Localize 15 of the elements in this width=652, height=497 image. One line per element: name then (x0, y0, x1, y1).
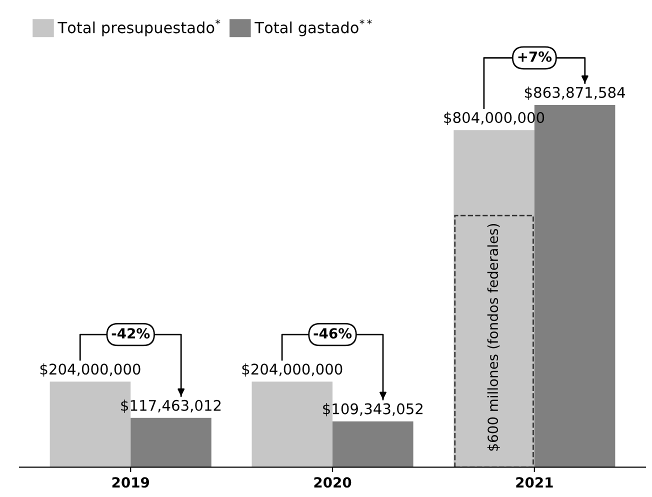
annotation: $600 millones (fondos federales) (487, 224, 500, 451)
x-tick-label: 2021 (516, 477, 553, 488)
annotation: -42% (112, 328, 150, 339)
x-tick-label: 2019 (112, 477, 150, 488)
data-label: $204,000,000 (242, 363, 342, 377)
annotation: -46% (314, 328, 352, 339)
data-label: $117,463,012 (121, 400, 221, 413)
x-tick-label: 2020 (314, 477, 352, 488)
legend-label: Total gastado$^{**}$ (254, 19, 372, 36)
data-label: $109,343,052 (323, 403, 422, 416)
data-label: $204,000,000 (40, 363, 140, 377)
data-label: $863,871,584 (524, 86, 626, 100)
legend-label: Total presupuestado$^{*}$ (58, 19, 220, 36)
data-label: $804,000,000 (444, 112, 544, 126)
text: +7% (518, 51, 552, 62)
